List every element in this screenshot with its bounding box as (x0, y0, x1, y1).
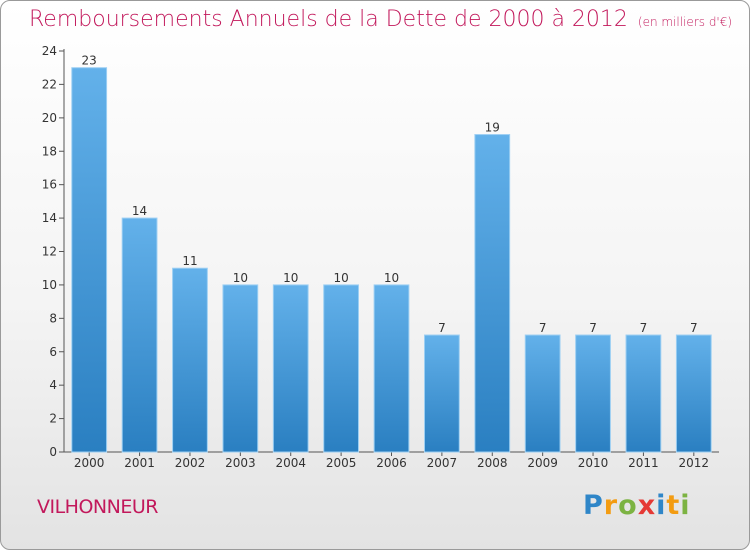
bar (222, 284, 259, 453)
title-text: Remboursements Annuels de la Dette de 20… (29, 7, 628, 32)
bar-value-label: 10 (384, 271, 399, 285)
y-tick-label: 6 (49, 345, 57, 359)
y-tick-label: 14 (42, 211, 57, 225)
commune-name: VILHONNEUR (37, 496, 158, 518)
y-tick-label: 10 (42, 278, 57, 292)
y-tick-label: 12 (42, 245, 57, 259)
logo-letter: x (637, 490, 657, 521)
bar (373, 284, 410, 453)
y-tick-label: 18 (42, 144, 57, 158)
y-tick-label: 16 (42, 178, 57, 192)
bar (71, 67, 108, 453)
bar (575, 334, 611, 453)
logo-letter: t (666, 490, 681, 521)
bar (272, 284, 309, 453)
y-tick-label: 2 (49, 412, 57, 426)
chart-title: Remboursements Annuels de la Dette de 20… (29, 7, 732, 32)
bar-value-label: 10 (283, 271, 298, 285)
x-tick-label: 2006 (376, 456, 407, 470)
bar-value-label: 7 (438, 321, 446, 335)
bar-value-label: 7 (589, 321, 597, 335)
y-tick-label: 8 (49, 311, 57, 325)
x-tick-label: 2002 (175, 456, 206, 470)
y-tick-label: 24 (42, 44, 57, 58)
bar (474, 134, 511, 453)
bar-value-label: 7 (640, 321, 648, 335)
bar (172, 267, 208, 453)
y-tick-label: 22 (42, 77, 57, 91)
unit-label: (en milliers d'€) (637, 15, 733, 29)
logo-letter: i (656, 490, 667, 521)
bar-value-label: 10 (233, 271, 248, 285)
bar (323, 284, 359, 453)
bar (524, 334, 561, 453)
x-tick-label: 2003 (225, 456, 256, 470)
bar (625, 334, 662, 453)
logo-letter: r (603, 490, 619, 521)
bar (424, 334, 460, 453)
bar-value-label: 19 (485, 121, 500, 135)
logo-letter: i (680, 490, 691, 521)
x-tick-label: 2011 (628, 456, 659, 470)
x-tick-label: 2005 (326, 456, 357, 470)
bar-value-label: 10 (333, 271, 348, 285)
bar-value-label: 23 (82, 54, 97, 68)
x-tick-label: 2004 (275, 456, 306, 470)
bars: 23 14 11 10 10 10 10 7 19 7 7 7 7 (71, 54, 712, 453)
x-tick-label: 2009 (527, 456, 558, 470)
bar-value-label: 7 (690, 321, 698, 335)
proxiti-logo: Proxiti (583, 490, 691, 521)
x-tick-label: 2012 (679, 456, 710, 470)
x-tick-label: 2007 (427, 456, 458, 470)
bar (121, 217, 158, 453)
bar-value-label: 11 (182, 254, 197, 268)
bar-value-label: 14 (132, 204, 147, 218)
bar (675, 334, 712, 453)
y-tick-label: 4 (49, 378, 57, 392)
y-tick-label: 0 (49, 445, 57, 459)
x-tick-label: 2008 (477, 456, 508, 470)
logo-letter: P (583, 490, 604, 521)
x-tick-label: 2010 (578, 456, 609, 470)
x-tick-label: 2000 (74, 456, 105, 470)
bar-value-label: 7 (539, 321, 547, 335)
logo-letter: o (618, 490, 638, 521)
x-tick-label: 2001 (124, 456, 155, 470)
y-tick-label: 20 (42, 111, 57, 125)
